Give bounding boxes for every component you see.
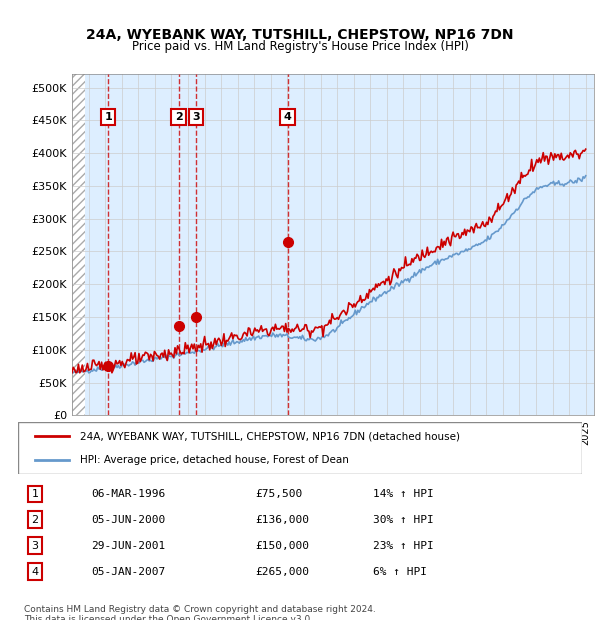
Text: 06-MAR-1996: 06-MAR-1996 xyxy=(91,489,166,499)
Text: 05-JAN-2007: 05-JAN-2007 xyxy=(91,567,166,577)
Text: 1: 1 xyxy=(104,112,112,122)
Text: 4: 4 xyxy=(31,567,38,577)
FancyBboxPatch shape xyxy=(18,422,582,474)
Text: 14% ↑ HPI: 14% ↑ HPI xyxy=(373,489,434,499)
Text: 2: 2 xyxy=(175,112,182,122)
Text: 3: 3 xyxy=(193,112,200,122)
Text: 23% ↑ HPI: 23% ↑ HPI xyxy=(373,541,434,551)
Text: 29-JUN-2001: 29-JUN-2001 xyxy=(91,541,166,551)
Text: 05-JUN-2000: 05-JUN-2000 xyxy=(91,515,166,525)
Text: 2: 2 xyxy=(31,515,38,525)
Text: £265,000: £265,000 xyxy=(255,567,309,577)
Text: 24A, WYEBANK WAY, TUTSHILL, CHEPSTOW, NP16 7DN (detached house): 24A, WYEBANK WAY, TUTSHILL, CHEPSTOW, NP… xyxy=(80,432,460,441)
Bar xyxy=(72,74,85,415)
Text: £150,000: £150,000 xyxy=(255,541,309,551)
Bar xyxy=(72,74,85,415)
Text: 3: 3 xyxy=(31,541,38,551)
Text: 24A, WYEBANK WAY, TUTSHILL, CHEPSTOW, NP16 7DN: 24A, WYEBANK WAY, TUTSHILL, CHEPSTOW, NP… xyxy=(86,28,514,42)
Text: Price paid vs. HM Land Registry's House Price Index (HPI): Price paid vs. HM Land Registry's House … xyxy=(131,40,469,53)
Text: £75,500: £75,500 xyxy=(255,489,302,499)
Text: 6% ↑ HPI: 6% ↑ HPI xyxy=(373,567,427,577)
Text: £136,000: £136,000 xyxy=(255,515,309,525)
Text: Contains HM Land Registry data © Crown copyright and database right 2024.
This d: Contains HM Land Registry data © Crown c… xyxy=(24,604,376,620)
Text: 4: 4 xyxy=(284,112,292,122)
Text: 1: 1 xyxy=(31,489,38,499)
Text: 30% ↑ HPI: 30% ↑ HPI xyxy=(373,515,434,525)
Text: HPI: Average price, detached house, Forest of Dean: HPI: Average price, detached house, Fore… xyxy=(80,454,349,464)
